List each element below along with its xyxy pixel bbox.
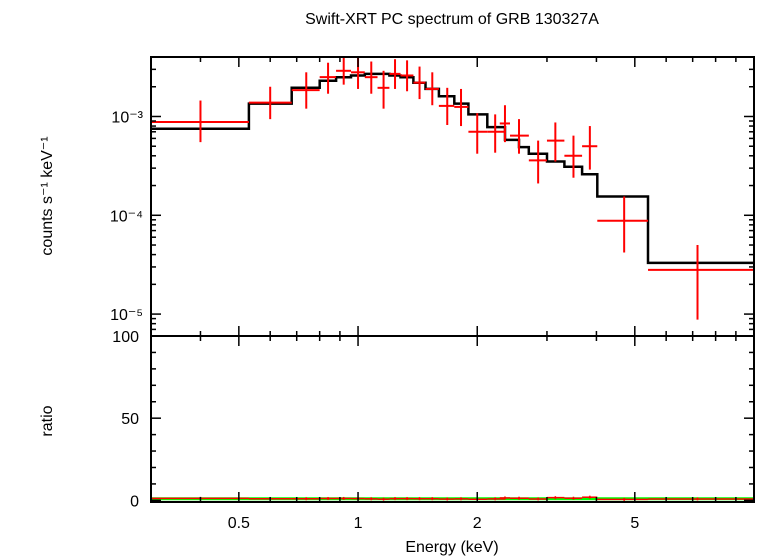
data-point bbox=[597, 196, 649, 253]
ratio-point bbox=[319, 497, 337, 501]
data-point bbox=[546, 122, 565, 162]
data-point bbox=[582, 126, 598, 170]
ratio-point bbox=[438, 497, 455, 501]
x-tick-label: 0.5 bbox=[228, 515, 250, 532]
bottom-panel: 0 50 100 0.5 1 2 5 ratio Energy (keV) bbox=[39, 329, 755, 556]
data-point bbox=[413, 66, 426, 100]
model-curve bbox=[151, 72, 754, 265]
model-step-line bbox=[151, 72, 754, 265]
top-y-tick-labels: 10⁻³ 10⁻⁴ 10⁻⁵ bbox=[110, 109, 144, 324]
ratio-point bbox=[389, 497, 401, 501]
ratio-point bbox=[528, 497, 547, 501]
bottom-panel-ticks bbox=[150, 335, 755, 502]
ratio-point bbox=[597, 497, 649, 501]
y-tick-label: 50 bbox=[121, 411, 139, 428]
data-point bbox=[468, 113, 488, 154]
chart-title: Swift-XRT PC spectrum of GRB 130327A bbox=[305, 11, 599, 28]
ratio-point bbox=[454, 497, 469, 501]
data-point bbox=[364, 61, 378, 94]
data-point bbox=[564, 135, 583, 178]
ratio-point bbox=[413, 497, 426, 501]
data-point bbox=[454, 88, 469, 127]
data-point bbox=[291, 72, 320, 109]
y-tick-label: 10⁻⁵ bbox=[110, 307, 143, 324]
ratio-point bbox=[364, 497, 378, 501]
ratio-point bbox=[425, 497, 439, 501]
ratio-point bbox=[510, 496, 529, 500]
y-axis-label-bottom: ratio bbox=[39, 405, 56, 436]
bottom-y-tick-labels: 0 50 100 bbox=[112, 329, 139, 510]
ratio-point bbox=[582, 495, 598, 499]
ratio-points bbox=[151, 336, 755, 501]
y-tick-label: 0 bbox=[130, 493, 139, 510]
top-panel-frame bbox=[150, 56, 755, 337]
data-point bbox=[499, 105, 511, 143]
top-panel: 10⁻³ 10⁻⁴ 10⁻⁵ counts s⁻¹ keV⁻¹ bbox=[39, 56, 755, 337]
x-tick-label: 2 bbox=[473, 515, 482, 532]
ratio-point bbox=[377, 497, 390, 501]
top-panel-ticks bbox=[150, 56, 755, 337]
data-point bbox=[487, 114, 505, 153]
data-point bbox=[400, 60, 414, 92]
data-points bbox=[151, 57, 755, 336]
data-point bbox=[248, 86, 292, 120]
ratio-point bbox=[400, 497, 414, 501]
ratio-point bbox=[499, 496, 511, 500]
x-axis-label: Energy (keV) bbox=[405, 539, 498, 556]
bottom-panel-frame bbox=[150, 335, 755, 503]
y-axis-label-top: counts s⁻¹ keV⁻¹ bbox=[39, 136, 56, 255]
data-point bbox=[510, 119, 529, 154]
x-tick-label: 1 bbox=[354, 515, 363, 532]
ratio-point bbox=[564, 496, 583, 500]
data-point bbox=[151, 100, 249, 143]
x-tick-labels: 0.5 1 2 5 bbox=[228, 515, 640, 532]
data-point bbox=[438, 87, 455, 125]
y-tick-label: 10⁻³ bbox=[111, 109, 143, 126]
data-point bbox=[336, 57, 352, 85]
data-point bbox=[425, 72, 439, 106]
ratio-point bbox=[546, 496, 565, 500]
data-point bbox=[377, 70, 390, 109]
ratio-point bbox=[487, 497, 505, 501]
ratio-point bbox=[336, 496, 352, 500]
data-point bbox=[528, 140, 547, 184]
y-tick-label: 10⁻⁴ bbox=[110, 208, 143, 225]
data-point bbox=[648, 245, 754, 320]
y-tick-label: 100 bbox=[112, 329, 139, 346]
x-tick-label: 5 bbox=[630, 515, 639, 532]
data-point bbox=[389, 59, 401, 89]
data-point bbox=[319, 62, 337, 94]
